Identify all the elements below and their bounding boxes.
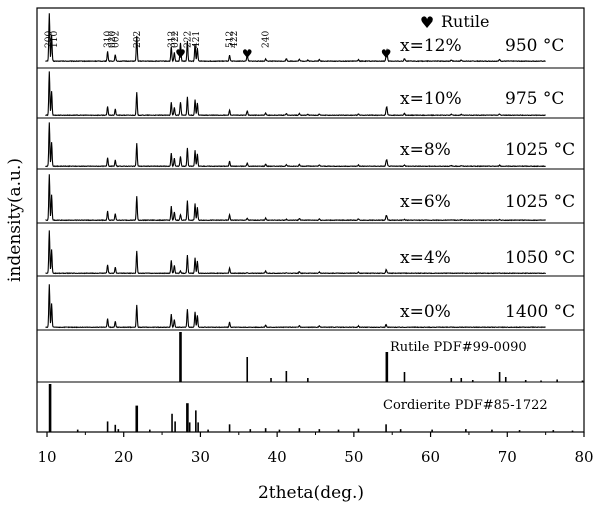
series-label: x=8% [400, 140, 451, 160]
x-tick-label: 50 [344, 448, 363, 466]
rutile-marker: ♥ [381, 47, 392, 61]
series-trace [45, 230, 547, 275]
reference-label: Cordierite PDF#85-1722 [383, 398, 548, 413]
legend-symbol: ♥ [420, 13, 434, 32]
y-axis-label: indensity(a.u.) [5, 158, 25, 282]
series-label: x=6% [400, 192, 451, 212]
panel-separators [37, 67, 584, 383]
series-temperature: 1050 °C [505, 248, 575, 268]
hkl-label: 202 [133, 31, 143, 48]
x-tick-label: 20 [114, 448, 133, 466]
legend: ♥ Rutile [420, 12, 490, 32]
series-trace [45, 174, 546, 222]
hkl-label: 020 [108, 31, 118, 48]
hkl-label: 110 [50, 31, 60, 48]
reference-patterns: Rutile PDF#99-0090 Cordierite PDF#85-1722 [48, 332, 584, 432]
series-label: x=12% [400, 36, 462, 56]
x-tick-label: 60 [421, 448, 440, 466]
hkl-label: 512 [226, 31, 236, 48]
series-trace [45, 122, 546, 168]
x-tick-label: 40 [268, 448, 287, 466]
x-tick-label: 10 [37, 448, 56, 466]
x-tick-label: 70 [498, 448, 517, 466]
rutile-marker: ♥ [175, 47, 186, 61]
sample-traces: x=12% 950 °C x=10% 975 °C x=8% 1025 °C x=6% 102… [45, 13, 575, 329]
series-temperature: 950 °C [505, 36, 564, 56]
rutile-marker: ♥ [242, 47, 253, 61]
legend-label: Rutile [441, 12, 489, 31]
hkl-label: 200 [45, 31, 55, 48]
hkl-label: 022 [171, 31, 181, 48]
x-tick-label: 80 [574, 448, 593, 466]
hkl-label: 421 [192, 31, 202, 48]
hkl-label: 240 [262, 31, 272, 48]
hkl-label: 312 [167, 31, 177, 48]
series-trace [45, 71, 546, 117]
plot-frame [36, 7, 585, 433]
series-trace [45, 13, 546, 63]
series-label: x=0% [400, 302, 451, 322]
series-temperature: 1400 °C [505, 302, 575, 322]
series-temperature: 1025 °C [505, 192, 575, 212]
hkl-label: 002 [111, 31, 121, 48]
x-tick-label: 30 [191, 448, 210, 466]
rutile-markers: ♥ ♥ ♥ [175, 47, 391, 61]
hkl-label: 422 [230, 31, 240, 48]
series-trace [45, 284, 546, 329]
x-axis-label: 2theta(deg.) [258, 483, 364, 503]
series-temperature: 975 °C [505, 89, 564, 109]
series-temperature: 1025 °C [505, 140, 575, 160]
series-label: x=4% [400, 248, 451, 268]
series-label: x=10% [400, 89, 462, 109]
x-axis-ticks: 10 20 30 40 50 60 70 80 [37, 432, 594, 466]
hkl-label: 222 [183, 31, 193, 48]
reference-label: Rutile PDF#99-0090 [390, 340, 527, 355]
hkl-label: 310 [104, 31, 114, 48]
